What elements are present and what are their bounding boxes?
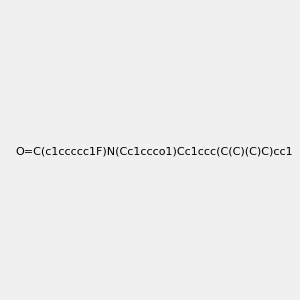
Text: O=C(c1ccccc1F)N(Cc1ccco1)Cc1ccc(C(C)(C)C)cc1: O=C(c1ccccc1F)N(Cc1ccco1)Cc1ccc(C(C)(C)C… bbox=[15, 146, 292, 157]
